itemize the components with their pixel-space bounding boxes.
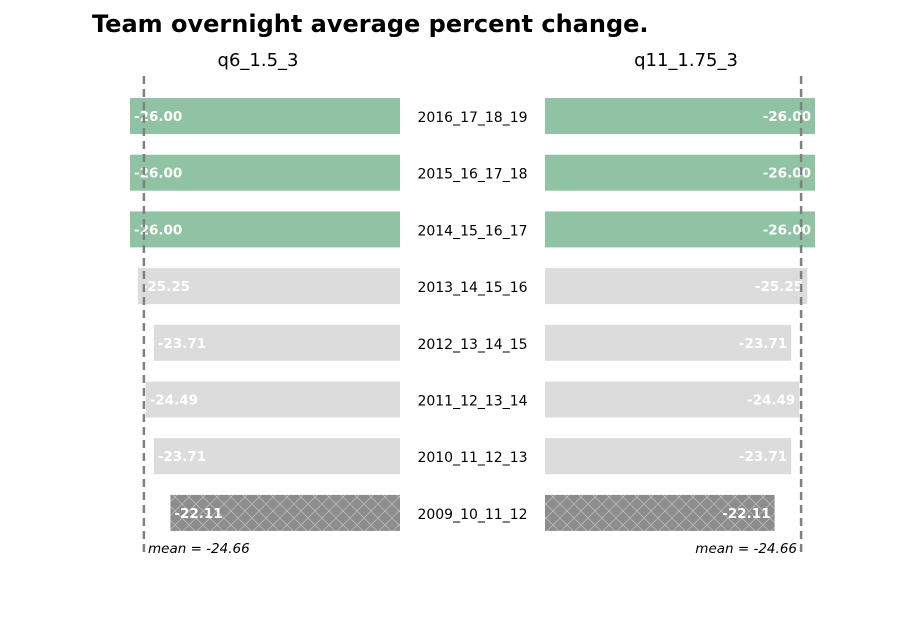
left-bar — [130, 211, 400, 248]
right-bar-value-label: -25.25 — [755, 279, 803, 295]
right-bar — [545, 494, 775, 531]
right-bar — [545, 154, 815, 191]
category-label: 2014_15_16_17 — [417, 223, 527, 239]
left-bar — [130, 98, 400, 134]
left-bar — [170, 494, 400, 531]
left-bar — [145, 381, 400, 418]
right-bar — [545, 268, 808, 305]
chart-title: Team overnight average percent change. — [92, 10, 649, 38]
category-label: 2015_16_17_18 — [417, 167, 527, 183]
category-labels-group: 2016_17_18_19 2015_16_17_18 2014_15_16_17 2… — [417, 110, 527, 523]
category-label: 2016_17_18_19 — [417, 110, 527, 126]
right-bar-value-label: -24.49 — [747, 393, 795, 409]
left-bar — [130, 154, 400, 191]
left-bar-value-label: -26.00 — [134, 166, 182, 182]
category-label: 2010_11_12_13 — [417, 450, 527, 466]
right-bar-value-label: -26.00 — [763, 166, 811, 182]
left-bar — [137, 268, 401, 305]
right-bar — [545, 211, 815, 248]
right-bar — [545, 98, 815, 134]
left-bar-value-label: -22.11 — [174, 506, 222, 522]
left-bars-group: -26.00 -26.00 -26.00 -25.25 -23.71 -24.49 -23.… — [130, 98, 401, 531]
right-bar — [545, 438, 792, 475]
category-label: 2012_13_14_15 — [417, 337, 527, 353]
left-bar-value-label: -26.00 — [134, 109, 182, 125]
right-bar-value-label: -26.00 — [763, 109, 811, 125]
left-bar — [153, 438, 400, 475]
right-mean-label: mean = -24.66 — [695, 541, 797, 557]
right-bar-value-label: -22.11 — [722, 506, 770, 522]
left-bar-value-label: -24.49 — [150, 393, 198, 409]
right-bar — [545, 324, 792, 361]
category-label: 2009_10_11_12 — [417, 507, 527, 523]
right-bar-value-label: -26.00 — [763, 222, 811, 238]
left-mean-label: mean = -24.66 — [148, 541, 250, 557]
left-bar-value-label: -23.71 — [158, 336, 206, 352]
right-bar-value-label: -23.71 — [739, 336, 787, 352]
left-bar-value-label: -23.71 — [158, 449, 206, 465]
left-bar-value-label: -26.00 — [134, 222, 182, 238]
left-bar — [153, 324, 400, 361]
category-label: 2013_14_15_16 — [417, 280, 527, 296]
right-bar-value-label: -23.71 — [739, 449, 787, 465]
category-label: 2011_12_13_14 — [417, 394, 527, 410]
right-panel-title: q11_1.75_3 — [634, 50, 738, 71]
right-bar — [545, 381, 800, 418]
right-bars-group: -26.00 -26.00 -26.00 -25.25 -23.71 -24.49 -23.… — [545, 98, 815, 531]
left-panel-title: q6_1.5_3 — [218, 50, 299, 71]
left-bar-value-label: -25.25 — [142, 279, 190, 295]
